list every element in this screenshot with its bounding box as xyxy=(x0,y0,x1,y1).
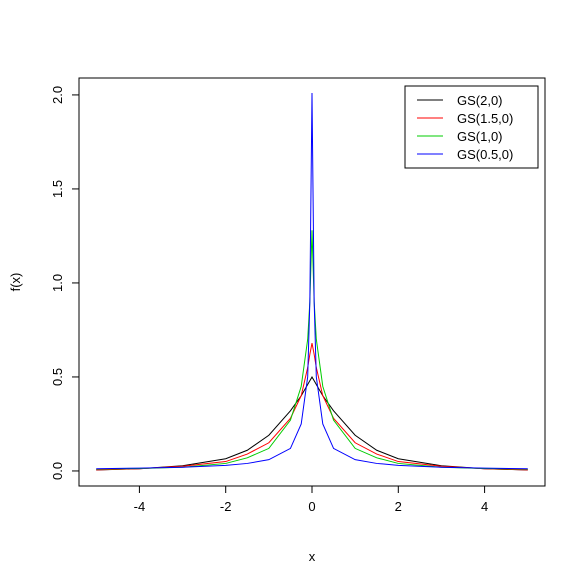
series-line xyxy=(96,343,528,471)
y-tick-label: 0.5 xyxy=(50,368,65,386)
x-tick-label: -2 xyxy=(220,499,232,514)
x-tick-label: 4 xyxy=(481,499,488,514)
y-tick-label: 2.0 xyxy=(50,86,65,104)
x-tick-label: -4 xyxy=(134,499,146,514)
legend-label: GS(1,0) xyxy=(457,129,503,144)
legend-label: GS(1.5,0) xyxy=(457,111,513,126)
series-line xyxy=(96,230,528,470)
y-tick-label: 0.0 xyxy=(50,462,65,480)
y-tick-label: 1.0 xyxy=(50,274,65,292)
x-tick-label: 0 xyxy=(308,499,315,514)
x-tick-label: 2 xyxy=(395,499,402,514)
series-line xyxy=(96,375,528,471)
legend-label: GS(0.5,0) xyxy=(457,147,513,162)
y-tick-label: 1.5 xyxy=(50,180,65,198)
legend-label: GS(2,0) xyxy=(457,93,503,108)
series-line xyxy=(96,93,528,470)
x-axis-label: x xyxy=(309,549,316,564)
y-axis-label: f(x) xyxy=(8,273,23,292)
